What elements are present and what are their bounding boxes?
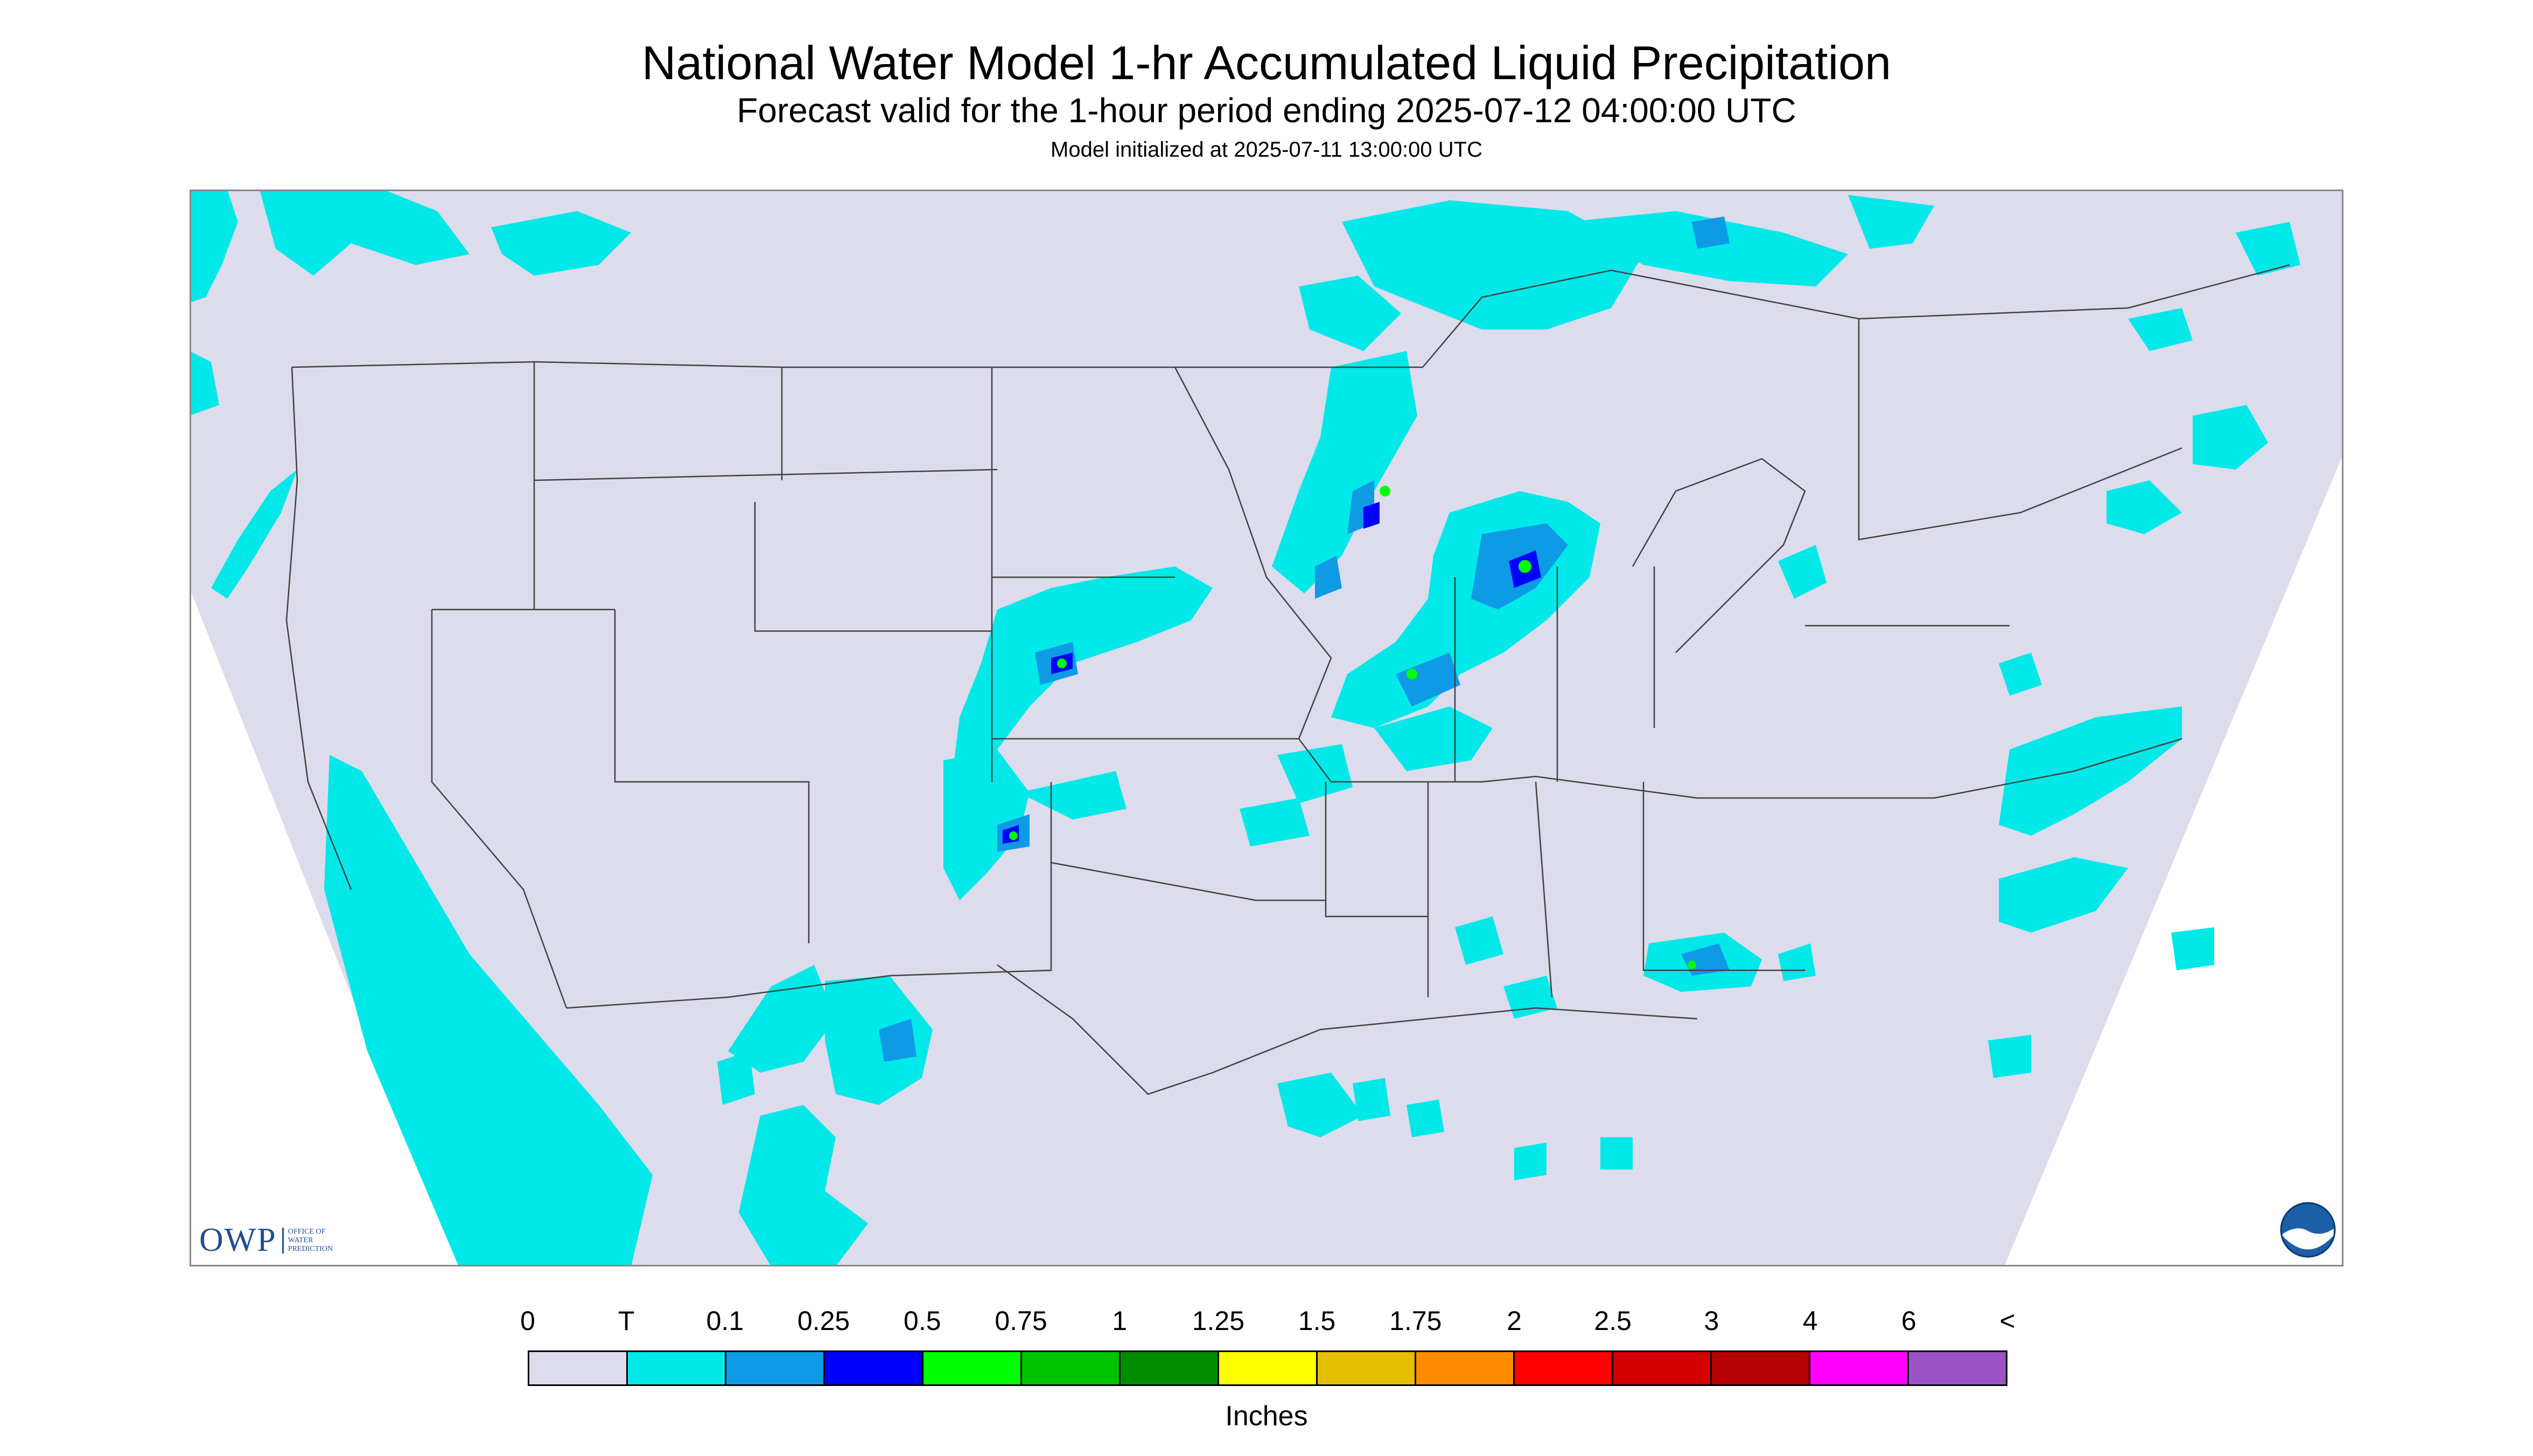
legend-tick-label: T <box>618 1306 635 1336</box>
legend-swatch <box>1810 1352 1909 1384</box>
owp-logo-text: OWP <box>199 1222 277 1258</box>
forecast-valid-subtitle: Forecast valid for the 1-hour period end… <box>737 91 1796 130</box>
legend-swatch <box>1121 1352 1219 1384</box>
legend-swatch <box>726 1352 825 1384</box>
legend-swatch <box>825 1352 923 1384</box>
legend-swatch <box>1515 1352 1613 1384</box>
legend-tick-label: 0.1 <box>706 1306 744 1336</box>
precip-trace-areas <box>190 190 2300 1266</box>
legend-swatch <box>1909 1352 2006 1384</box>
legend-swatch <box>1219 1352 1318 1384</box>
legend-swatch <box>1712 1352 1810 1384</box>
model-init-line: Model initialized at 2025-07-11 13:00:00… <box>1051 138 1482 162</box>
legend-tick-label: 1.25 <box>1192 1306 1245 1336</box>
precip-heavy-areas <box>1009 486 1696 969</box>
legend-tick-label: 1.5 <box>1298 1306 1336 1336</box>
legend-tick-label: 3 <box>1704 1306 1719 1336</box>
legend-swatch <box>1613 1352 1712 1384</box>
legend-tick-label: 6 <box>1901 1306 1916 1336</box>
legend-tick-label: 0.25 <box>797 1306 850 1336</box>
legend-swatch <box>628 1352 726 1384</box>
legend-swatch <box>529 1352 628 1384</box>
legend-color-bar <box>528 1350 2007 1386</box>
legend-units: Inches <box>1225 1401 1308 1432</box>
legend-tick-label: 4 <box>1802 1306 1818 1336</box>
legend-tick-label: < <box>1999 1306 2016 1336</box>
legend-tick-label: 2 <box>1507 1306 1522 1336</box>
legend-swatch <box>923 1352 1022 1384</box>
precipitation-map <box>190 190 2343 1266</box>
legend-swatch <box>1416 1352 1515 1384</box>
owp-logo: OWP OFFICE OF WATER PREDICTION <box>199 1221 333 1259</box>
noaa-logo <box>2280 1202 2336 1258</box>
legend-swatch <box>1318 1352 1416 1384</box>
legend-swatch <box>1022 1352 1121 1384</box>
precipitation-legend: 0 T 0.1 0.25 0.5 0.75 1 1.25 1.5 1.75 2 2.5 3 4 6 < <box>520 1305 2016 1424</box>
owp-subtitle-line: OFFICE OF <box>288 1227 326 1236</box>
legend-tick-label: 1.75 <box>1389 1306 1442 1336</box>
legend-tick-label: 0.5 <box>904 1306 941 1336</box>
political-boundaries <box>285 264 2290 1095</box>
legend-tick-label: 0.75 <box>995 1306 1047 1336</box>
owp-subtitle-line: WATER <box>288 1236 313 1244</box>
owp-logo-subtitle: OFFICE OF WATER PREDICTION <box>282 1227 333 1254</box>
map-border <box>190 190 2343 1266</box>
page-title: National Water Model 1-hr Accumulated Li… <box>641 36 1892 89</box>
owp-subtitle-line: PREDICTION <box>288 1244 333 1253</box>
legend-tick-label: 0 <box>520 1306 535 1336</box>
legend-tick-label: 2.5 <box>1594 1306 1632 1336</box>
legend-tick-label: 1 <box>1112 1306 1128 1336</box>
